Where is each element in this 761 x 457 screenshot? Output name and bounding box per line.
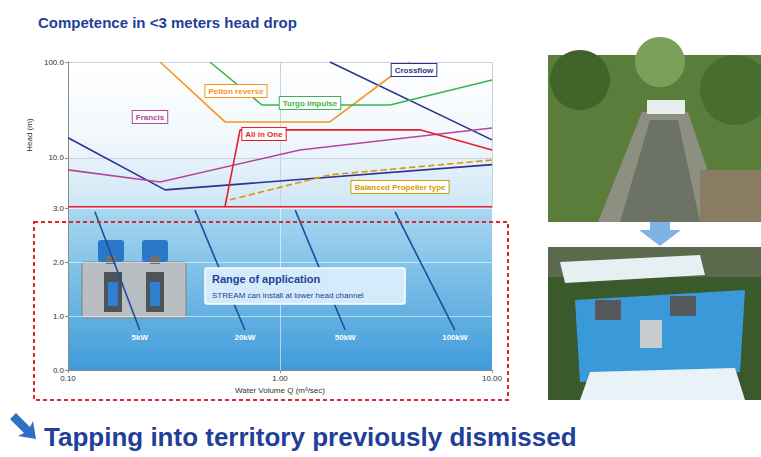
svg-text:1.0: 1.0 (53, 312, 65, 321)
svg-text:100kW: 100kW (442, 333, 468, 342)
svg-text:All in One: All in One (245, 130, 283, 139)
svg-text:2.0: 2.0 (53, 258, 65, 267)
svg-text:Francis: Francis (136, 113, 165, 122)
svg-text:10.0: 10.0 (48, 153, 64, 162)
svg-text:Competence in <3 meters head d: Competence in <3 meters head drop (38, 14, 297, 31)
svg-text:10.00: 10.00 (482, 374, 503, 383)
svg-text:3.0: 3.0 (53, 204, 65, 213)
svg-text:20kW: 20kW (234, 333, 255, 342)
svg-text:1.00: 1.00 (272, 374, 288, 383)
svg-text:100.0: 100.0 (44, 58, 65, 67)
svg-text:0.0: 0.0 (52, 365, 64, 375)
svg-text:Balanced Propeller type: Balanced Propeller type (354, 183, 446, 192)
svg-text:5kW: 5kW (132, 333, 149, 342)
svg-text:Crossflow: Crossflow (395, 66, 434, 75)
svg-text:STREAM can install at lower he: STREAM can install at lower head channel (212, 291, 364, 300)
svg-text:Tapping into territory previou: Tapping into territory previously dismis… (44, 422, 577, 452)
svg-text:Water Volume Q (m³/sec): Water Volume Q (m³/sec) (235, 386, 325, 395)
svg-text:Range of application: Range of application (212, 273, 320, 285)
svg-text:0.10: 0.10 (60, 374, 76, 383)
svg-text:Turgo impulse: Turgo impulse (283, 99, 338, 108)
svg-text:Pelton reverse: Pelton reverse (208, 87, 264, 96)
svg-text:50kW: 50kW (335, 333, 356, 342)
svg-text:Head (m): Head (m) (25, 118, 34, 152)
